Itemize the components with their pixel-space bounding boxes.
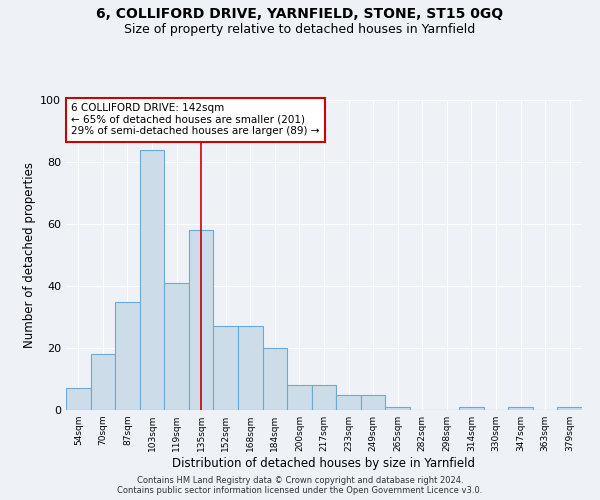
Bar [238,326,263,410]
Bar [91,354,115,410]
Text: Size of property relative to detached houses in Yarnfield: Size of property relative to detached ho… [124,22,476,36]
Bar [263,348,287,410]
Bar [459,407,484,410]
Bar [557,407,582,410]
Bar [140,150,164,410]
Bar [287,385,312,410]
Bar [385,407,410,410]
Text: Distribution of detached houses by size in Yarnfield: Distribution of detached houses by size … [173,458,476,470]
Bar [214,326,238,410]
Text: 6, COLLIFORD DRIVE, YARNFIELD, STONE, ST15 0GQ: 6, COLLIFORD DRIVE, YARNFIELD, STONE, ST… [97,8,503,22]
Bar [336,394,361,410]
Bar [189,230,214,410]
Text: 6 COLLIFORD DRIVE: 142sqm
← 65% of detached houses are smaller (201)
29% of semi: 6 COLLIFORD DRIVE: 142sqm ← 65% of detac… [71,103,320,136]
Bar [361,394,385,410]
Bar [115,302,140,410]
Bar [312,385,336,410]
Bar [508,407,533,410]
Text: Contains HM Land Registry data © Crown copyright and database right 2024.
Contai: Contains HM Land Registry data © Crown c… [118,476,482,495]
Bar [164,283,189,410]
Y-axis label: Number of detached properties: Number of detached properties [23,162,36,348]
Bar [66,388,91,410]
